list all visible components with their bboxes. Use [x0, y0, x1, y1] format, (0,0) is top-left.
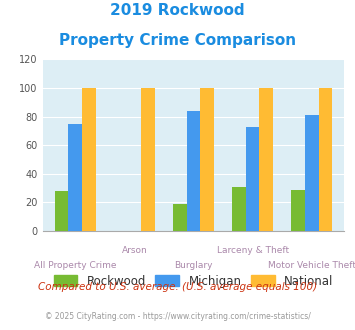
- Bar: [69, 124, 82, 231]
- Legend: Rockwood, Michigan, National: Rockwood, Michigan, National: [50, 271, 337, 291]
- Text: © 2025 CityRating.com - https://www.cityrating.com/crime-statistics/: © 2025 CityRating.com - https://www.city…: [45, 312, 310, 321]
- Bar: [200, 88, 214, 231]
- Text: Compared to U.S. average. (U.S. average equals 100): Compared to U.S. average. (U.S. average …: [38, 282, 317, 292]
- Bar: [260, 88, 273, 231]
- Text: All Property Crime: All Property Crime: [34, 261, 116, 270]
- Bar: [82, 88, 95, 231]
- Bar: [141, 88, 155, 231]
- Text: Property Crime Comparison: Property Crime Comparison: [59, 33, 296, 48]
- Bar: [232, 187, 246, 231]
- Bar: [319, 88, 332, 231]
- Text: Motor Vehicle Theft: Motor Vehicle Theft: [268, 261, 355, 270]
- Bar: [305, 115, 319, 231]
- Bar: [55, 191, 68, 231]
- Bar: [291, 189, 305, 231]
- Text: Burglary: Burglary: [174, 261, 213, 270]
- Bar: [173, 204, 187, 231]
- Text: Arson: Arson: [121, 246, 147, 255]
- Text: Larceny & Theft: Larceny & Theft: [217, 246, 289, 255]
- Bar: [187, 111, 200, 231]
- Text: 2019 Rockwood: 2019 Rockwood: [110, 3, 245, 18]
- Bar: [246, 127, 260, 231]
